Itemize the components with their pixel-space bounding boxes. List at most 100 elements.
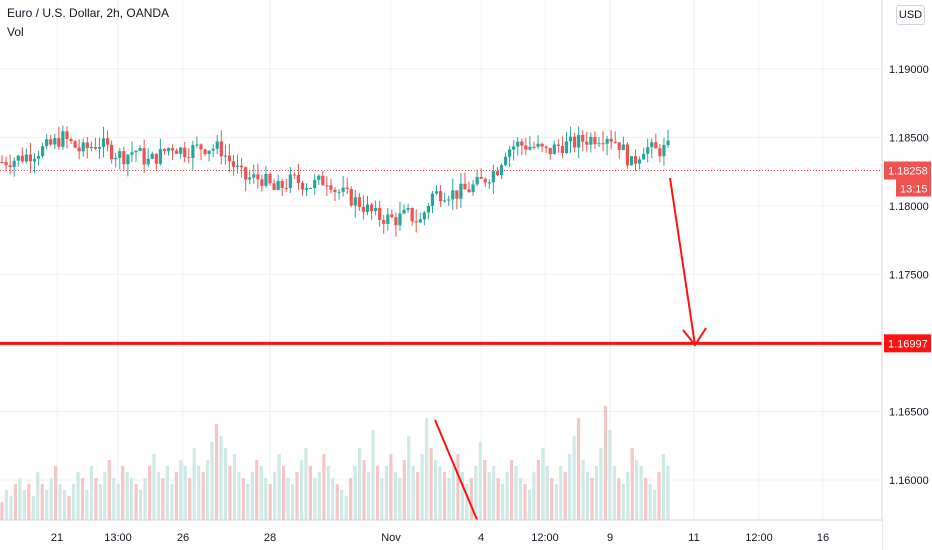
candle-body <box>353 197 357 206</box>
volume-bar <box>572 436 576 520</box>
candle-body <box>45 139 49 147</box>
candle-body <box>179 147 183 154</box>
candle-body <box>150 153 154 159</box>
candle-body <box>601 143 605 145</box>
volume-bar <box>532 472 536 520</box>
candle-body <box>617 142 621 150</box>
candle-body <box>110 144 114 160</box>
candle-body <box>276 180 280 190</box>
candle-body <box>85 142 89 149</box>
candle-body <box>65 131 69 139</box>
candle-body <box>73 141 77 148</box>
candle-body <box>0 161 4 163</box>
volume-bar <box>121 466 125 520</box>
candle-body <box>487 182 491 184</box>
candle-body <box>581 134 585 142</box>
candle-body <box>142 148 146 165</box>
volume-bar <box>49 478 53 520</box>
volume-bar <box>125 472 129 520</box>
candle-body <box>296 174 301 183</box>
volume-bar <box>237 472 241 520</box>
volume-bar <box>344 496 348 520</box>
candle-body <box>642 153 646 160</box>
time-axis[interactable]: 21 13:00 26 28 Nov 4 12:00 9 11 12:00 16 <box>0 519 882 550</box>
candle-body <box>467 189 471 193</box>
candle-body <box>357 197 361 207</box>
candle-body <box>309 188 313 190</box>
annotation-arrows[interactable] <box>434 177 707 523</box>
candle-body <box>418 219 422 223</box>
level-value: 1.16997 <box>888 338 928 350</box>
volume-bar <box>393 472 397 520</box>
volume-bar <box>71 484 76 520</box>
volume-bar <box>179 460 183 520</box>
candle-body <box>97 146 102 149</box>
volume-bar <box>331 478 335 520</box>
x-tick-label: 26 <box>177 532 189 544</box>
volume-bar <box>666 466 670 520</box>
volume-bar <box>241 478 245 520</box>
candle-body <box>8 165 12 168</box>
chart-grid <box>0 0 882 520</box>
candle-body <box>495 171 500 176</box>
x-tick-label: 11 <box>688 532 699 544</box>
arrow-head-2[interactable] <box>682 327 707 347</box>
candle-body <box>20 155 24 162</box>
candle-body <box>349 188 353 206</box>
volume-bar <box>130 478 134 520</box>
currency-button[interactable]: USD <box>896 5 925 25</box>
candle-body <box>577 134 581 148</box>
volume-bar <box>94 478 98 520</box>
volume-bar <box>54 466 58 520</box>
volume-bar <box>22 490 26 520</box>
candle-body <box>61 131 65 147</box>
volume-bar <box>0 502 4 520</box>
volume-bar <box>138 490 143 520</box>
candle-body <box>475 176 479 185</box>
candle-body <box>329 185 333 190</box>
candle-body <box>434 191 439 194</box>
volume-bar <box>447 478 451 520</box>
candle-body <box>146 158 150 165</box>
candle-body <box>666 140 670 145</box>
volume-bar <box>192 448 196 520</box>
candle-body <box>105 138 110 145</box>
candle-body <box>122 151 126 165</box>
candle-body <box>520 141 524 146</box>
countdown-tag <box>896 179 931 197</box>
volume-bar <box>411 466 415 520</box>
volume-bar <box>442 472 447 520</box>
candle-body <box>471 184 475 193</box>
candle-body <box>398 213 402 226</box>
volume-bar <box>608 430 612 520</box>
price-axis[interactable]: 1.19000 1.18500 1.18000 1.17500 1.16500 1.160… <box>881 0 932 550</box>
candle-body <box>341 187 345 192</box>
candle-body <box>134 150 138 153</box>
candle-body <box>508 149 512 157</box>
volume-bar <box>648 484 652 520</box>
arrow-line-2[interactable] <box>669 177 696 346</box>
candle-body <box>32 158 37 162</box>
volume-bar <box>563 472 567 520</box>
candle-body <box>629 156 634 166</box>
candle-body <box>284 187 288 189</box>
volume-bar <box>451 466 456 520</box>
candle-body <box>637 159 642 164</box>
candle-body <box>593 136 597 145</box>
candle-body <box>410 207 414 222</box>
candle-body <box>162 148 167 152</box>
candle-body <box>49 139 53 145</box>
candle-body <box>183 147 187 158</box>
candle-body <box>53 138 57 145</box>
volume-bar <box>335 484 339 520</box>
volume-bar <box>112 478 116 520</box>
volume-bar <box>456 454 460 520</box>
volume-bar <box>559 466 563 520</box>
arrow-line-1[interactable] <box>434 419 479 523</box>
candle-body <box>321 175 325 186</box>
candle-body <box>621 144 625 150</box>
y-tick-label: 1.16500 <box>889 406 929 418</box>
volume-bar <box>326 466 330 520</box>
volume-bar <box>264 478 268 520</box>
